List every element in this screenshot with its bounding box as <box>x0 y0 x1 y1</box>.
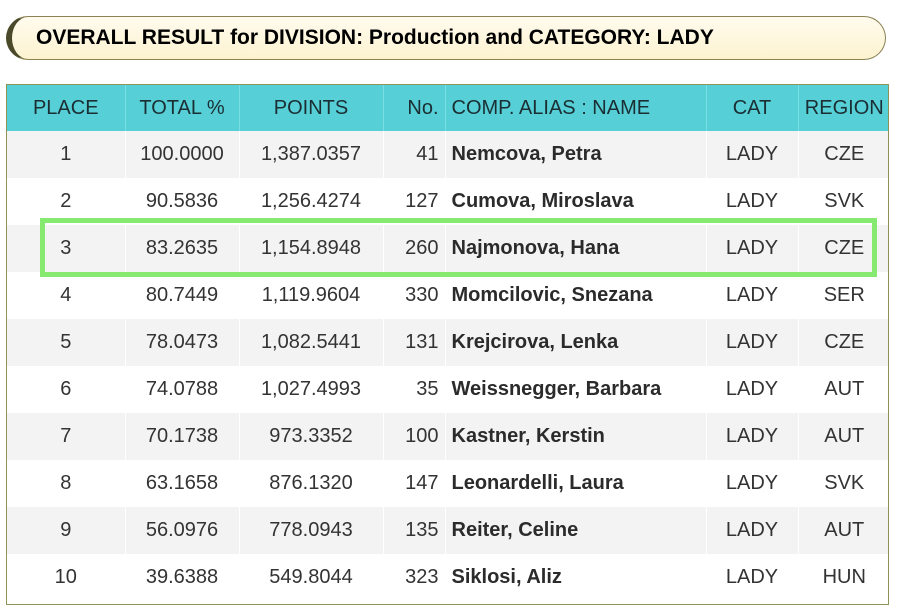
table-row[interactable]: 3 83.2635 1,154.8948 260 Najmonova, Hana LADY… <box>7 225 888 272</box>
cell-cat: LADY <box>706 131 799 178</box>
cell-no: 100 <box>383 413 446 460</box>
cell-region: SVK <box>798 178 888 225</box>
cell-cat: LADY <box>706 413 799 460</box>
table-row[interactable]: 1 100.0000 1,387.0357 41 Nemcova, Petra LADY C… <box>7 131 888 178</box>
cell-place: 1 <box>7 131 126 178</box>
cell-no: 330 <box>383 272 446 319</box>
cell-name: Cumova, Miroslava <box>445 178 707 225</box>
cell-name: Kastner, Kerstin <box>445 413 707 460</box>
cell-total: 83.2635 <box>125 225 240 272</box>
cell-no: 127 <box>383 178 446 225</box>
table-row[interactable]: 6 74.0788 1,027.4993 35 Weissnegger, Barbara… <box>7 366 888 413</box>
cell-place: 9 <box>7 507 126 554</box>
cell-points: 1,027.4993 <box>239 366 384 413</box>
cell-total: 56.0976 <box>125 507 240 554</box>
cell-total: 63.1658 <box>125 460 240 507</box>
cell-place: 8 <box>7 460 126 507</box>
cell-points: 876.1320 <box>239 460 384 507</box>
cell-region: AUT <box>798 507 888 554</box>
cell-points: 778.0943 <box>239 507 384 554</box>
cell-name: Najmonova, Hana <box>445 225 707 272</box>
page-title: OVERALL RESULT for DIVISION: Production … <box>36 26 714 49</box>
cell-total: 78.0473 <box>125 319 240 366</box>
cell-cat: LADY <box>706 366 799 413</box>
title-bar: OVERALL RESULT for DIVISION: Production … <box>6 16 886 60</box>
cell-cat: LADY <box>706 554 799 601</box>
col-header-points[interactable]: POINTS <box>239 85 384 131</box>
cell-cat: LADY <box>706 272 799 319</box>
cell-cat: LADY <box>706 460 799 507</box>
cell-points: 973.3352 <box>239 413 384 460</box>
cell-name: Leonardelli, Laura <box>445 460 707 507</box>
cell-total: 100.0000 <box>125 131 240 178</box>
cell-cat: LADY <box>706 178 799 225</box>
cell-total: 74.0788 <box>125 366 240 413</box>
cell-no: 260 <box>383 225 446 272</box>
cell-no: 41 <box>383 131 446 178</box>
cell-no: 147 <box>383 460 446 507</box>
cell-name: Momcilovic, Snezana <box>445 272 707 319</box>
col-header-name[interactable]: COMP. ALIAS : NAME <box>445 85 707 131</box>
cell-region: AUT <box>798 366 888 413</box>
cell-name: Siklosi, Aliz <box>445 554 707 601</box>
cell-cat: LADY <box>706 319 799 366</box>
table-row[interactable]: 8 63.1658 876.1320 147 Leonardelli, Laura LAD… <box>7 460 888 507</box>
cell-place: 5 <box>7 319 126 366</box>
results-table: PLACE TOTAL % POINTS No. COMP. ALIAS : N… <box>7 85 888 601</box>
cell-total: 80.7449 <box>125 272 240 319</box>
cell-cat: LADY <box>706 225 799 272</box>
col-header-place[interactable]: PLACE <box>7 85 126 131</box>
cell-place: 10 <box>7 554 126 601</box>
cell-points: 549.8044 <box>239 554 384 601</box>
cell-region: CZE <box>798 319 888 366</box>
results-table-container: PLACE TOTAL % POINTS No. COMP. ALIAS : N… <box>6 84 889 605</box>
col-header-region[interactable]: REGION <box>798 85 888 131</box>
cell-region: CZE <box>798 225 888 272</box>
cell-name: Weissnegger, Barbara <box>445 366 707 413</box>
cell-place: 2 <box>7 178 126 225</box>
cell-name: Reiter, Celine <box>445 507 707 554</box>
cell-total: 39.6388 <box>125 554 240 601</box>
cell-region: CZE <box>798 131 888 178</box>
cell-points: 1,154.8948 <box>239 225 384 272</box>
cell-place: 7 <box>7 413 126 460</box>
table-row[interactable]: 2 90.5836 1,256.4274 127 Cumova, Miroslava LA… <box>7 178 888 225</box>
cell-no: 323 <box>383 554 446 601</box>
cell-place: 4 <box>7 272 126 319</box>
cell-region: SER <box>798 272 888 319</box>
cell-no: 135 <box>383 507 446 554</box>
cell-cat: LADY <box>706 507 799 554</box>
col-header-total[interactable]: TOTAL % <box>125 85 240 131</box>
table-row[interactable]: 10 39.6388 549.8044 323 Siklosi, Aliz LADY HUN <box>7 554 888 601</box>
cell-points: 1,082.5441 <box>239 319 384 366</box>
cell-region: AUT <box>798 413 888 460</box>
cell-total: 70.1738 <box>125 413 240 460</box>
table-row[interactable]: 7 70.1738 973.3352 100 Kastner, Kerstin LADY A… <box>7 413 888 460</box>
cell-name: Krejcirova, Lenka <box>445 319 707 366</box>
cell-total: 90.5836 <box>125 178 240 225</box>
cell-points: 1,119.9604 <box>239 272 384 319</box>
cell-no: 35 <box>383 366 446 413</box>
col-header-no[interactable]: No. <box>383 85 446 131</box>
cell-points: 1,387.0357 <box>239 131 384 178</box>
cell-place: 3 <box>7 225 126 272</box>
table-row[interactable]: 9 56.0976 778.0943 135 Reiter, Celine LADY AUT <box>7 507 888 554</box>
cell-region: HUN <box>798 554 888 601</box>
cell-region: SVK <box>798 460 888 507</box>
cell-points: 1,256.4274 <box>239 178 384 225</box>
cell-no: 131 <box>383 319 446 366</box>
table-row[interactable]: 5 78.0473 1,082.5441 131 Krejcirova, Lenka LA… <box>7 319 888 366</box>
table-header-row: PLACE TOTAL % POINTS No. COMP. ALIAS : N… <box>7 85 888 131</box>
table-row[interactable]: 4 80.7449 1,119.9604 330 Momcilovic, Snezana… <box>7 272 888 319</box>
cell-name: Nemcova, Petra <box>445 131 707 178</box>
cell-place: 6 <box>7 366 126 413</box>
col-header-cat[interactable]: CAT <box>706 85 799 131</box>
